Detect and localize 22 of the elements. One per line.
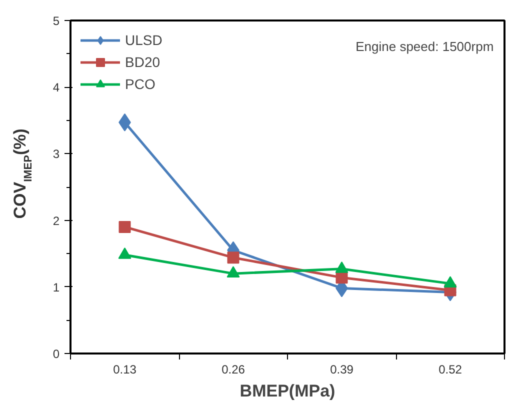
y-tick-label: 1 (52, 280, 60, 294)
point (335, 261, 348, 273)
legend-label: ULSD (125, 32, 162, 48)
point (118, 248, 132, 259)
x-axis-title: BMEP(MPa) (240, 382, 336, 400)
x-tick-label: 0.26 (222, 362, 246, 376)
point (226, 266, 240, 278)
x-tick-label: 0.13 (113, 362, 137, 376)
annotation: Engine speed: 1500rpm (356, 38, 494, 54)
y-tick-label: 2 (52, 214, 60, 228)
point (227, 252, 240, 264)
y-tick-label: 4 (52, 80, 60, 95)
y-tick-label: 3 (52, 147, 60, 162)
y-tick-label: 0 (52, 347, 60, 361)
x-tick-label: 0.52 (438, 362, 462, 376)
y-tick-label: 5 (52, 14, 60, 28)
y-axis-title: COVIMEP(%) (10, 128, 34, 219)
legend-label: PCO (125, 76, 156, 92)
point (118, 220, 131, 233)
legend-label: BD20 (125, 54, 160, 70)
point (444, 276, 457, 288)
x-tick-label: 0.39 (330, 362, 354, 376)
